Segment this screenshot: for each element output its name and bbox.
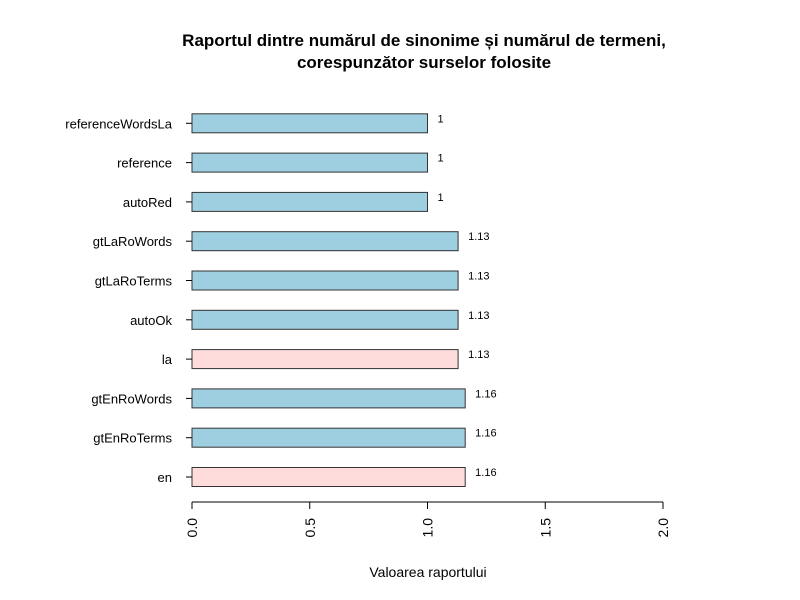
bar	[191, 427, 466, 448]
category-label: en	[158, 470, 172, 485]
value-label: 1.13	[468, 349, 489, 361]
bar	[191, 349, 459, 370]
value-label: 1.13	[468, 231, 489, 243]
chart-title-line2: corespunzător surselor folosite	[297, 53, 551, 72]
bar	[191, 388, 466, 409]
value-label: 1	[438, 153, 444, 165]
category-label: gtLaRoWords	[93, 234, 173, 249]
category-label: reference	[117, 156, 172, 171]
category-label: referenceWordsLa	[65, 116, 172, 131]
value-label: 1.16	[475, 388, 496, 400]
x-tick-label: 0.5	[302, 518, 318, 538]
category-label: autoRed	[123, 195, 172, 210]
value-label: 1.16	[475, 428, 496, 440]
value-label: 1	[438, 192, 444, 204]
bar	[191, 191, 428, 212]
plot-area: en 1.16 gtEnRoTerms 1.16 gtEnRoWords 1.16 la 1.…	[65, 113, 671, 537]
category-label: gtEnRoTerms	[93, 431, 172, 446]
bar	[191, 270, 459, 291]
category-label: autoOk	[130, 313, 172, 328]
bar	[191, 113, 428, 134]
x-tick-label: 1.0	[420, 518, 436, 538]
category-label: gtLaRoTerms	[95, 274, 173, 289]
bar	[191, 467, 466, 487]
chart-title: Raportul dintre numărul de sinonime și n…	[182, 31, 666, 50]
bar	[191, 309, 459, 330]
x-tick-label: 1.5	[537, 518, 553, 538]
x-tick-label: 0.0	[184, 518, 200, 538]
bar	[191, 152, 428, 173]
value-label: 1.13	[468, 271, 489, 283]
x-tick-label: 2.0	[655, 518, 671, 538]
value-label: 1	[438, 113, 444, 125]
category-label: gtEnRoWords	[91, 391, 172, 406]
x-axis-title: Valoarea raportului	[369, 564, 486, 580]
bar	[191, 231, 459, 252]
category-label: la	[162, 352, 173, 367]
value-label: 1.16	[475, 467, 496, 479]
value-label: 1.13	[468, 310, 489, 322]
